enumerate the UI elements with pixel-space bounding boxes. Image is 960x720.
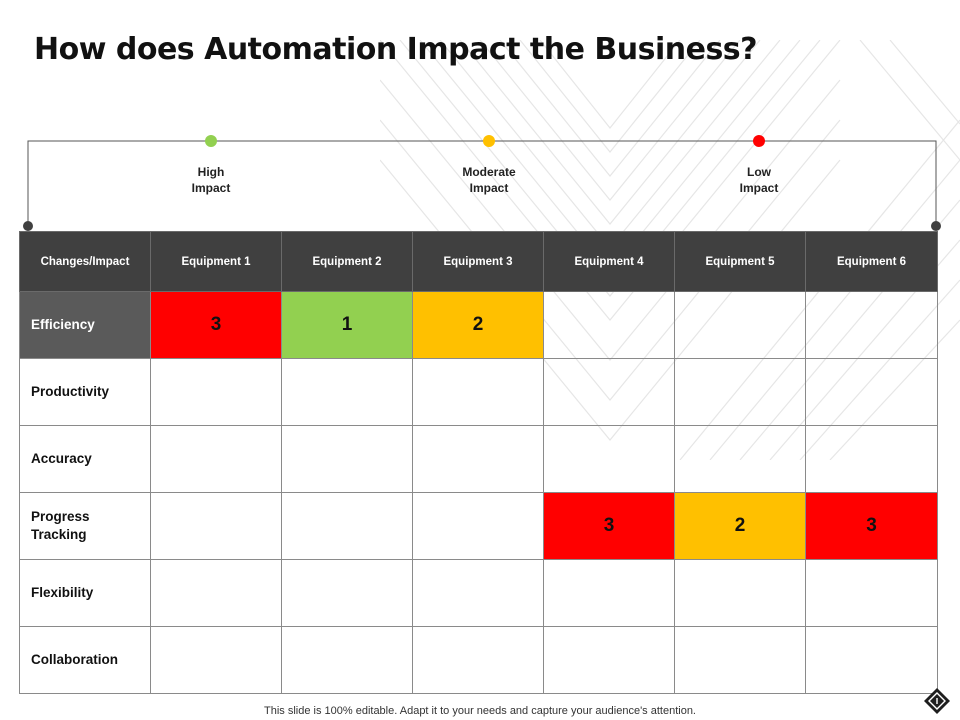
table-cell [543, 358, 675, 426]
table-cell [674, 626, 806, 694]
table-row: Collaboration [19, 626, 938, 694]
high-impact-dot [205, 135, 217, 147]
table-cell [805, 626, 938, 694]
row-label-collaboration: Collaboration [19, 626, 151, 694]
table-row: Flexibility [19, 559, 938, 627]
header-equipment-5: Equipment 5 [674, 231, 806, 292]
table-cell [805, 291, 938, 359]
table-row: Efficiency 3 1 2 [19, 291, 938, 359]
table-cell [150, 358, 282, 426]
legend-high-impact: High Impact [151, 164, 271, 196]
header-changes-impact: Changes/Impact [19, 231, 151, 292]
table-cell: 1 [281, 291, 413, 359]
impact-matrix-table: Changes/Impact Equipment 1 Equipment 2 E… [19, 231, 938, 694]
table-row: Progress Tracking 3 2 3 [19, 492, 938, 560]
table-cell [281, 559, 413, 627]
table-cell [674, 425, 806, 493]
legend-line2: Impact [469, 181, 509, 195]
table-cell [805, 559, 938, 627]
table-cell [543, 291, 675, 359]
legend-line1: Low [747, 165, 771, 179]
table-cell [674, 559, 806, 627]
table-cell [150, 492, 282, 560]
table-cell [412, 626, 544, 694]
table-cell [412, 425, 544, 493]
table-cell [543, 425, 675, 493]
table-cell [674, 291, 806, 359]
table-cell [674, 358, 806, 426]
header-equipment-3: Equipment 3 [412, 231, 544, 292]
legend-line1: Moderate [462, 165, 516, 179]
row-label-productivity: Productivity [19, 358, 151, 426]
table-cell [412, 559, 544, 627]
legend-moderate-impact: Moderate Impact [429, 164, 549, 196]
table-cell: 2 [674, 492, 806, 560]
table-cell [412, 492, 544, 560]
table-header-row: Changes/Impact Equipment 1 Equipment 2 E… [19, 231, 938, 292]
table-cell [805, 358, 938, 426]
legend-low-impact: Low Impact [699, 164, 819, 196]
table-row: Productivity [19, 358, 938, 426]
table-cell [281, 358, 413, 426]
table-cell [543, 559, 675, 627]
table-cell [150, 626, 282, 694]
header-equipment-6: Equipment 6 [805, 231, 938, 292]
table-cell [150, 559, 282, 627]
row-label-progress-tracking: Progress Tracking [19, 492, 151, 560]
row-label-accuracy: Accuracy [19, 425, 151, 493]
table-row: Accuracy [19, 425, 938, 493]
legend-line2: Impact [739, 181, 779, 195]
row-label-flexibility: Flexibility [19, 559, 151, 627]
header-equipment-2: Equipment 2 [281, 231, 413, 292]
bracket-end-dot-left [23, 221, 33, 231]
legend-line1: High [197, 165, 225, 179]
legend-line2: Impact [191, 181, 231, 195]
header-equipment-4: Equipment 4 [543, 231, 675, 292]
diamond-nav-icon[interactable] [920, 684, 958, 718]
table-cell: 2 [412, 291, 544, 359]
table-cell [281, 626, 413, 694]
footer-note: This slide is 100% editable. Adapt it to… [264, 705, 696, 717]
table-cell [805, 425, 938, 493]
table-cell [150, 425, 282, 493]
table-cell: 3 [805, 492, 938, 560]
table-cell [543, 626, 675, 694]
table-cell [281, 492, 413, 560]
header-equipment-1: Equipment 1 [150, 231, 282, 292]
table-cell: 3 [150, 291, 282, 359]
table-cell: 3 [543, 492, 675, 560]
table-cell [281, 425, 413, 493]
page-title: How does Automation Impact the Business? [34, 32, 758, 67]
table-cell [412, 358, 544, 426]
row-label-efficiency: Efficiency [19, 291, 151, 359]
